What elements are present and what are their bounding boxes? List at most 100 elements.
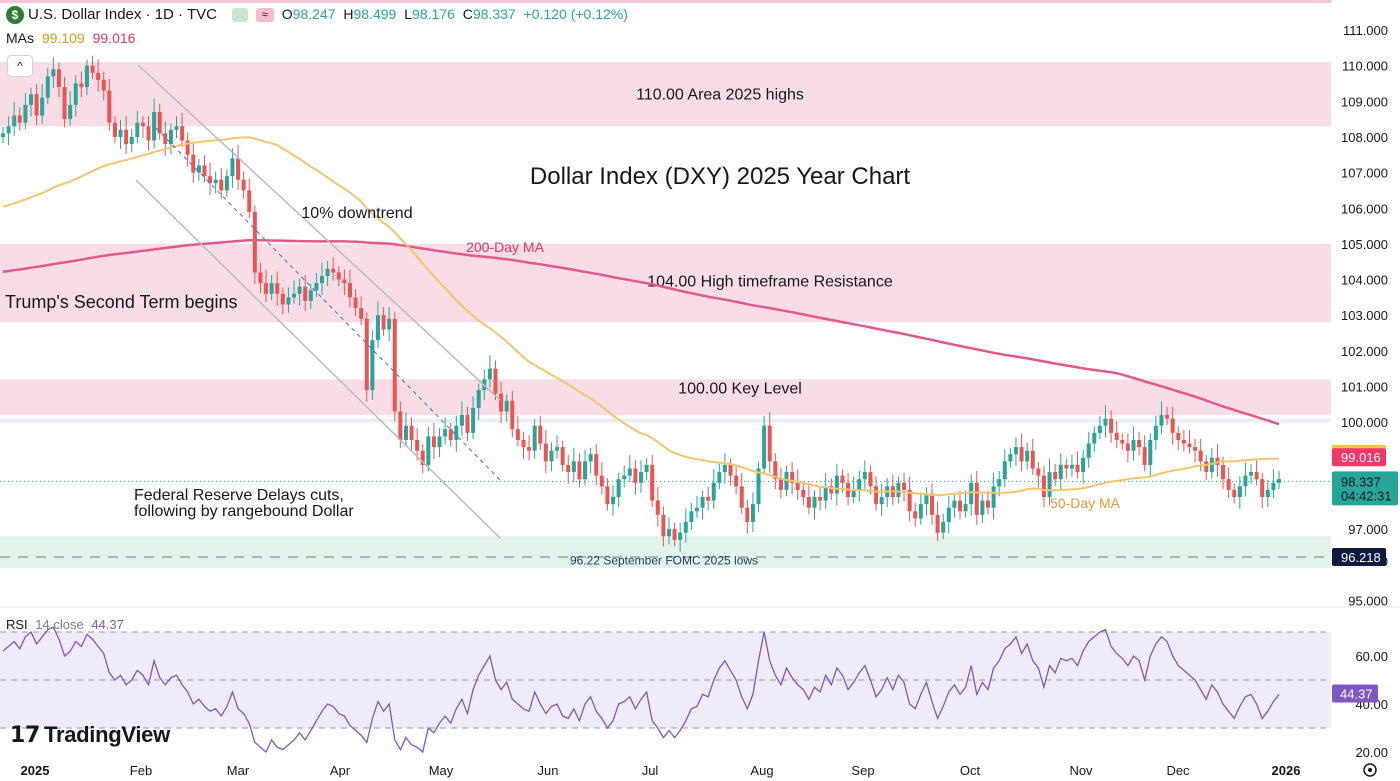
price-tick-label: 111.000 xyxy=(1343,23,1388,38)
candle-body xyxy=(1103,418,1108,426)
rsi-label: RSI xyxy=(6,617,28,632)
candle-body xyxy=(1069,464,1074,469)
candle-body xyxy=(1047,472,1052,498)
candle-body xyxy=(1081,457,1086,473)
rsi-legend[interactable]: RSI 14 close 44.37 xyxy=(6,617,128,632)
candle-body xyxy=(437,436,442,448)
candle-body xyxy=(163,133,168,145)
downtrend-label: 10% downtrend xyxy=(301,205,412,222)
candle-body xyxy=(1204,461,1209,473)
candle-body xyxy=(258,272,263,284)
candle-body xyxy=(1125,443,1130,451)
price-tick-label: 108.000 xyxy=(1341,130,1388,145)
candle-body xyxy=(1198,450,1203,462)
change-value: +0.120 (+0.12%) xyxy=(523,6,628,22)
candle-body xyxy=(342,279,347,284)
eye-icon[interactable] xyxy=(232,8,248,23)
candle-body xyxy=(1226,479,1231,490)
rsi-value: 44.37 xyxy=(91,617,124,632)
candle-body xyxy=(991,486,996,508)
symbol-title[interactable]: U.S. Dollar Index · 1D · TVC xyxy=(28,6,217,23)
time-axis-label: Dec xyxy=(1166,763,1190,778)
candle-body xyxy=(336,272,341,280)
price-tick-label: 101.000 xyxy=(1341,380,1388,395)
last-price-tag xyxy=(1332,471,1398,506)
candle-body xyxy=(325,268,330,276)
candle-body xyxy=(1013,447,1018,455)
zone-100-underline xyxy=(0,418,1331,423)
price-tick-label: 102.000 xyxy=(1341,344,1388,359)
candle-body xyxy=(532,425,537,451)
approx-icon[interactable]: ≈ xyxy=(255,8,274,23)
candle-body xyxy=(616,479,621,498)
candle-body xyxy=(398,411,403,440)
ma200-tag-text: 99.016 xyxy=(1341,450,1381,465)
candle-body xyxy=(1131,439,1136,451)
candle-body xyxy=(1053,472,1058,480)
candle-body xyxy=(303,286,308,301)
channel-mid-line xyxy=(155,127,501,481)
candle-body xyxy=(17,115,22,123)
candle-body xyxy=(655,500,660,515)
candle-body xyxy=(286,297,291,305)
candle-body xyxy=(1114,432,1119,440)
time-axis-label: Jul xyxy=(642,763,659,778)
candle-body xyxy=(980,500,985,515)
candle-body xyxy=(728,464,733,476)
candle-body xyxy=(857,479,862,490)
symbol-badge: $ xyxy=(6,6,24,24)
candle-body xyxy=(112,122,117,137)
candle-body xyxy=(1232,489,1237,498)
candle-body xyxy=(599,475,604,487)
candle-body xyxy=(694,507,699,512)
mas-readout[interactable]: MAs 99.109 99.016 xyxy=(6,30,139,46)
time-axis-label: Sep xyxy=(851,763,874,778)
zone-100 xyxy=(0,379,1331,416)
candle-body xyxy=(1165,415,1170,419)
candle-body xyxy=(879,497,884,505)
candle-body xyxy=(571,461,576,473)
candle-body xyxy=(40,97,45,116)
candle-body xyxy=(381,315,386,330)
candle-body xyxy=(224,176,229,191)
candle-body xyxy=(62,87,67,120)
candle-body xyxy=(12,115,17,127)
zone-96-label: 96.22 September FOMC 2025 lows xyxy=(570,553,758,567)
candle-body xyxy=(1109,418,1114,433)
candle-body xyxy=(320,275,324,284)
candle-body xyxy=(997,479,1002,487)
collapse-legend-button[interactable]: ^ xyxy=(7,55,33,77)
candle-body xyxy=(918,504,923,519)
candle-body xyxy=(118,129,123,137)
candle-body xyxy=(280,293,285,305)
candle-body xyxy=(521,439,526,448)
candle-body xyxy=(73,83,78,105)
candle-body xyxy=(56,69,61,88)
tradingview-logo-text: TradingView xyxy=(44,722,170,747)
candle-body xyxy=(124,129,129,145)
candle-body xyxy=(6,126,11,134)
last-price-tag-text: 98.337 xyxy=(1341,474,1381,489)
candle-body xyxy=(946,507,951,522)
candle-body xyxy=(577,461,582,480)
open-value: 98.247 xyxy=(292,6,336,22)
candle-body xyxy=(387,318,392,330)
top-strip xyxy=(0,0,1331,3)
candle-body xyxy=(487,368,492,380)
candle-body xyxy=(1187,443,1192,448)
candle-body xyxy=(650,464,655,501)
candle-body xyxy=(331,268,336,273)
candle-body xyxy=(1277,479,1281,483)
candle-body xyxy=(778,479,783,490)
candle-body xyxy=(236,158,241,180)
time-axis-label: Aug xyxy=(750,763,773,778)
zone-100-label: 100.00 Key Level xyxy=(678,381,802,398)
candle-body xyxy=(34,94,39,116)
candle-body xyxy=(504,400,509,412)
time-axis-label: Nov xyxy=(1069,763,1093,778)
candle-body xyxy=(773,461,778,480)
candle-body xyxy=(168,129,173,145)
high-label: H xyxy=(343,6,354,22)
